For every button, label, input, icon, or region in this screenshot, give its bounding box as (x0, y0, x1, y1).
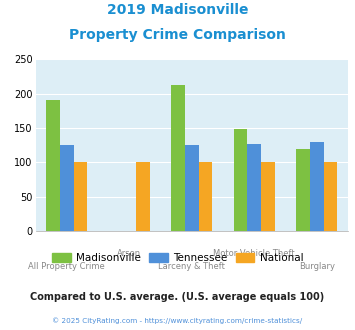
Bar (60, 145, 73, 231)
Bar (261, 162, 275, 231)
Bar (234, 129, 247, 231)
Bar (73, 162, 87, 231)
Bar (310, 142, 323, 231)
Text: Burglary: Burglary (299, 262, 335, 271)
Legend: Madisonville, Tennessee, National: Madisonville, Tennessee, National (48, 248, 307, 267)
Bar (198, 162, 212, 231)
Text: Property Crime Comparison: Property Crime Comparison (69, 28, 286, 42)
Bar (171, 85, 185, 231)
Bar (136, 162, 150, 231)
Text: © 2025 CityRating.com - https://www.cityrating.com/crime-statistics/: © 2025 CityRating.com - https://www.city… (53, 317, 302, 324)
Text: 2019 Madisonville: 2019 Madisonville (107, 3, 248, 17)
Bar (46, 100, 60, 231)
Bar (247, 144, 261, 231)
Text: Compared to U.S. average. (U.S. average equals 100): Compared to U.S. average. (U.S. average … (31, 292, 324, 302)
Bar (185, 145, 198, 231)
Text: Arson: Arson (117, 249, 141, 258)
Text: Motor Vehicle Theft: Motor Vehicle Theft (213, 249, 295, 258)
Text: Larceny & Theft: Larceny & Theft (158, 262, 225, 271)
Bar (296, 148, 310, 231)
Bar (323, 162, 337, 231)
Text: All Property Crime: All Property Crime (28, 262, 105, 271)
